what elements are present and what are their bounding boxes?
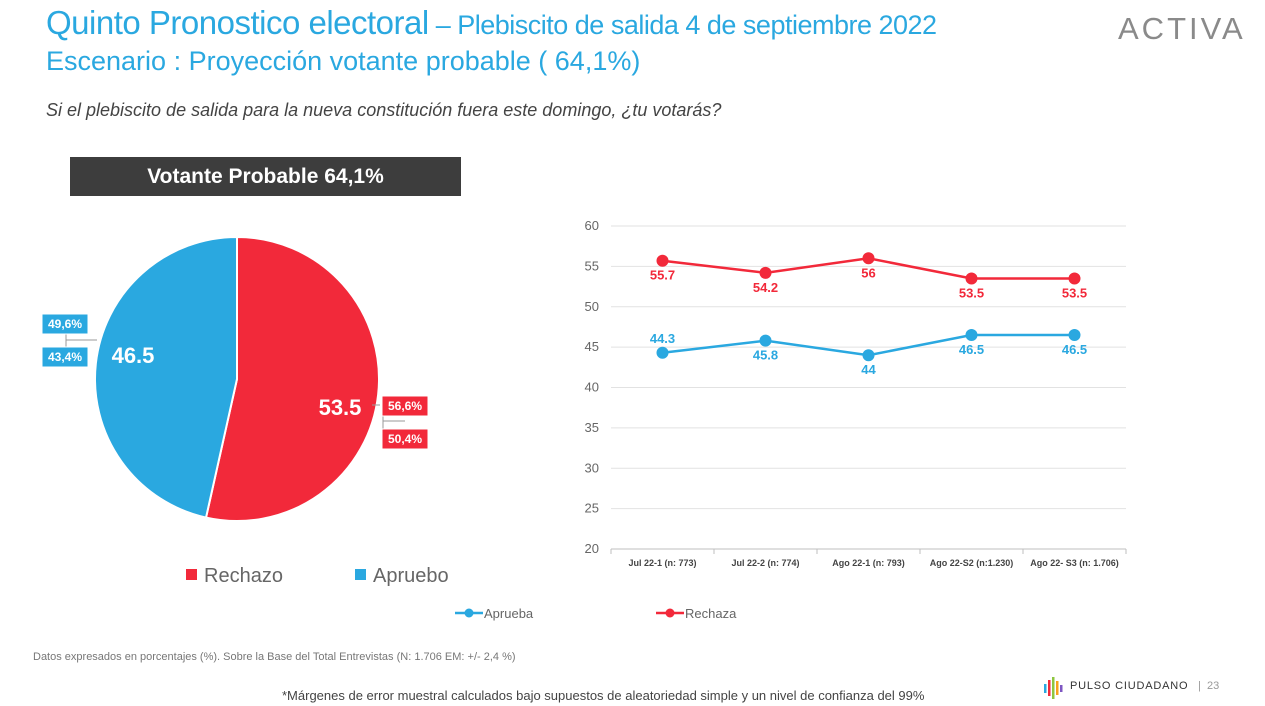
rechazo-range-high: 56,6% — [388, 399, 422, 413]
data-point-apruebo-1 — [759, 334, 772, 347]
y-tick-label-40: 40 — [585, 380, 599, 395]
rechazo-range-low: 50,4% — [388, 432, 422, 446]
data-label-apruebo-3: 46.5 — [959, 342, 984, 357]
y-tick-label-30: 30 — [585, 460, 599, 475]
data-label-apruebo-0: 44.3 — [650, 331, 675, 346]
y-tick-label-55: 55 — [585, 258, 599, 273]
pie-legend-label-rechazo: Rechazo — [204, 565, 283, 587]
margin-disclaimer: *Márgenes de error muestral calculados b… — [282, 688, 925, 703]
data-point-rechazo-0 — [656, 254, 669, 267]
survey-question: Si el plebiscito de salida para la nueva… — [46, 100, 722, 120]
data-label-apruebo-2: 44 — [861, 362, 876, 377]
pie-chart-title: Votante Probable 64,1% — [70, 157, 461, 196]
data-label-rechazo-2: 56 — [861, 265, 875, 280]
data-point-rechazo-2 — [862, 252, 875, 265]
data-label-rechazo-0: 55.7 — [650, 268, 675, 283]
y-tick-label-45: 45 — [585, 339, 599, 354]
x-tick-label-0: Jul 22-1 (n: 773) — [628, 558, 696, 568]
brand-name: PULSO CIUDADANO — [1070, 680, 1189, 692]
y-tick-label-20: 20 — [585, 541, 599, 556]
pie-legend-label-apruebo: Apruebo — [373, 565, 449, 587]
y-tick-label-60: 60 — [585, 218, 599, 233]
data-label-apruebo-4: 46.5 — [1062, 342, 1087, 357]
pie-value-label-rechazo: 53.5 — [319, 395, 362, 420]
data-point-apruebo-3 — [965, 329, 978, 342]
page-number: | 23 — [1198, 680, 1219, 692]
data-label-rechazo-4: 53.5 — [1062, 285, 1087, 300]
y-tick-label-25: 25 — [585, 501, 599, 516]
title-subtitle: – Plebiscito de salida 4 de septiembre 2… — [428, 10, 937, 40]
x-tick-label-2: Ago 22-1 (n: 793) — [832, 558, 905, 568]
line-legend-marker-rechazo — [665, 608, 675, 618]
data-footnote: Datos expresados en porcentajes (%). Sob… — [33, 651, 516, 663]
pie-slice-rechazo — [204, 235, 380, 522]
page-title: Quinto Pronostico electoral – Plebiscito… — [46, 4, 937, 42]
data-label-rechazo-1: 54.2 — [753, 280, 778, 295]
apruebo-range-low-box — [41, 346, 89, 368]
page-number-value: 23 — [1206, 680, 1220, 692]
pie-slice-apruebo — [94, 235, 238, 519]
data-point-rechazo-4 — [1068, 272, 1081, 285]
data-label-apruebo-1: 45.8 — [753, 348, 778, 363]
title-main: Quinto Pronostico electoral — [46, 4, 429, 41]
rechazo-range-low-box — [381, 428, 429, 450]
rechazo-range-high-box — [381, 395, 429, 417]
pie-legend-swatch-rechazo — [186, 569, 197, 580]
activa-logo: ACTIVA — [1118, 11, 1246, 46]
page-separator: | — [1198, 680, 1201, 692]
data-point-apruebo-0 — [656, 346, 669, 359]
apruebo-range-low: 43,4% — [48, 350, 82, 364]
data-label-rechazo-3: 53.5 — [959, 285, 984, 300]
pie-legend-swatch-apruebo — [355, 569, 366, 580]
y-tick-label-50: 50 — [585, 299, 599, 314]
data-point-rechazo-3 — [965, 272, 978, 285]
y-tick-label-35: 35 — [585, 420, 599, 435]
line-legend-label-apruebo: Aprueba — [484, 606, 534, 621]
pie-value-label-apruebo: 46.5 — [112, 343, 155, 368]
data-point-rechazo-1 — [759, 266, 772, 279]
apruebo-range-high: 49,6% — [48, 317, 82, 331]
x-tick-label-4: Ago 22- S3 (n: 1.706) — [1030, 558, 1119, 568]
line-legend-label-rechazo: Rechaza — [685, 606, 737, 621]
data-point-apruebo-4 — [1068, 329, 1081, 342]
data-point-apruebo-2 — [862, 349, 875, 362]
apruebo-range-high-box — [41, 313, 89, 335]
line-legend-marker-apruebo — [464, 608, 474, 618]
x-tick-label-3: Ago 22-S2 (n:1.230) — [930, 558, 1014, 568]
x-tick-label-1: Jul 22-2 (n: 774) — [731, 558, 799, 568]
pulso-ciudadano-logo-icon — [1044, 677, 1063, 699]
scenario-title: Escenario : Proyección votante probable … — [46, 46, 641, 76]
